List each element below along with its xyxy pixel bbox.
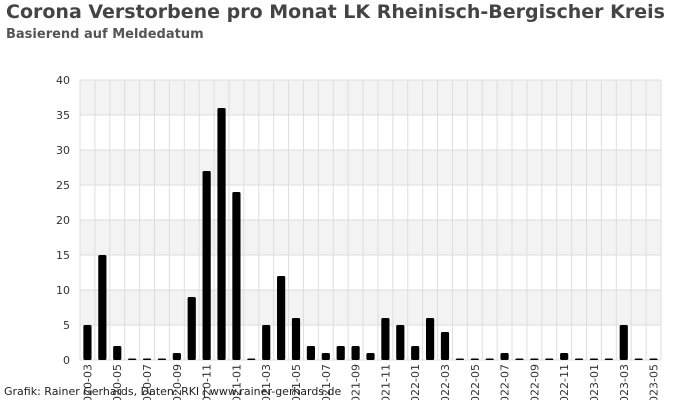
bar: [381, 318, 390, 360]
grid-band: [80, 290, 661, 325]
bar: [366, 353, 375, 360]
chart-subtitle: Basierend auf Meldedatum: [6, 27, 204, 42]
bar: [530, 358, 539, 360]
bar: [113, 346, 122, 360]
bar: [396, 325, 405, 360]
bar: [306, 346, 316, 360]
bar: [262, 325, 271, 360]
bar: [157, 358, 167, 360]
bar: [470, 358, 479, 360]
bar: [634, 358, 643, 360]
bar: [291, 318, 301, 360]
x-tick-label: 2020-07: [141, 364, 154, 400]
x-tick-label: 2020-09: [171, 364, 184, 400]
bar: [604, 358, 613, 360]
bar: [574, 358, 584, 360]
x-tick-label: 2021-09: [350, 364, 363, 400]
bar: [202, 171, 211, 360]
bar: [98, 255, 107, 360]
x-tick-label: 2021-03: [260, 364, 273, 400]
bar: [545, 358, 554, 360]
x-tick-label: 2020-05: [111, 364, 124, 400]
grid-band: [80, 80, 661, 115]
x-tick-label: 2020-11: [201, 364, 214, 400]
x-tick-label: 2023-05: [648, 364, 661, 400]
x-tick-label: 2021-07: [320, 364, 333, 400]
y-tick-label: 25: [56, 179, 70, 192]
y-tick-label: 30: [56, 144, 70, 157]
bar: [411, 346, 420, 360]
x-tick-label: 2022-11: [558, 364, 571, 400]
bar: [515, 358, 524, 360]
bar: [142, 358, 152, 360]
bar: [589, 358, 599, 360]
x-tick-label: 2020-03: [81, 364, 94, 400]
x-tick-label: 2022-03: [439, 364, 452, 400]
x-tick-label: 2021-11: [379, 364, 392, 400]
x-tick-label: 2021-05: [290, 364, 303, 400]
bar: [619, 325, 628, 360]
bar: [455, 358, 464, 360]
bar: [217, 108, 226, 360]
bar: [277, 276, 286, 360]
x-tick-label: 2022-01: [409, 364, 422, 400]
bar: [336, 346, 345, 360]
bar: [500, 353, 509, 360]
y-tick-label: 10: [56, 284, 70, 297]
x-tick-label: 2023-03: [618, 364, 631, 400]
y-tick-label: 40: [56, 74, 70, 87]
x-tick-label: 2023-01: [588, 364, 601, 400]
bar: [485, 358, 494, 360]
bar: [560, 353, 569, 360]
chart-title: Corona Verstorbene pro Monat LK Rheinisc…: [6, 1, 665, 23]
bar: [321, 353, 330, 360]
bar: [425, 318, 435, 360]
y-tick-label: 35: [56, 109, 70, 122]
bar: [187, 297, 196, 360]
x-tick-label: 2022-05: [469, 364, 482, 400]
source-credit: Grafik: Rainer Gerhards, Daten: RKI | ww…: [4, 385, 342, 398]
bar: [172, 353, 181, 360]
bar: [351, 346, 360, 360]
x-tick-label: 2022-09: [528, 364, 541, 400]
grid-band: [80, 220, 661, 255]
bar: [232, 192, 241, 360]
y-tick-label: 5: [63, 319, 70, 332]
grid-band: [80, 150, 661, 185]
bar: [83, 325, 92, 360]
x-tick-label: 2022-07: [499, 364, 512, 400]
x-tick-label: 2021-01: [230, 364, 243, 400]
y-tick-label: 15: [56, 249, 70, 262]
bar: [128, 358, 137, 360]
y-tick-label: 0: [63, 354, 70, 367]
bar: [440, 332, 450, 360]
y-tick-label: 20: [56, 214, 70, 227]
bar: [649, 358, 658, 360]
bar: [247, 358, 256, 360]
